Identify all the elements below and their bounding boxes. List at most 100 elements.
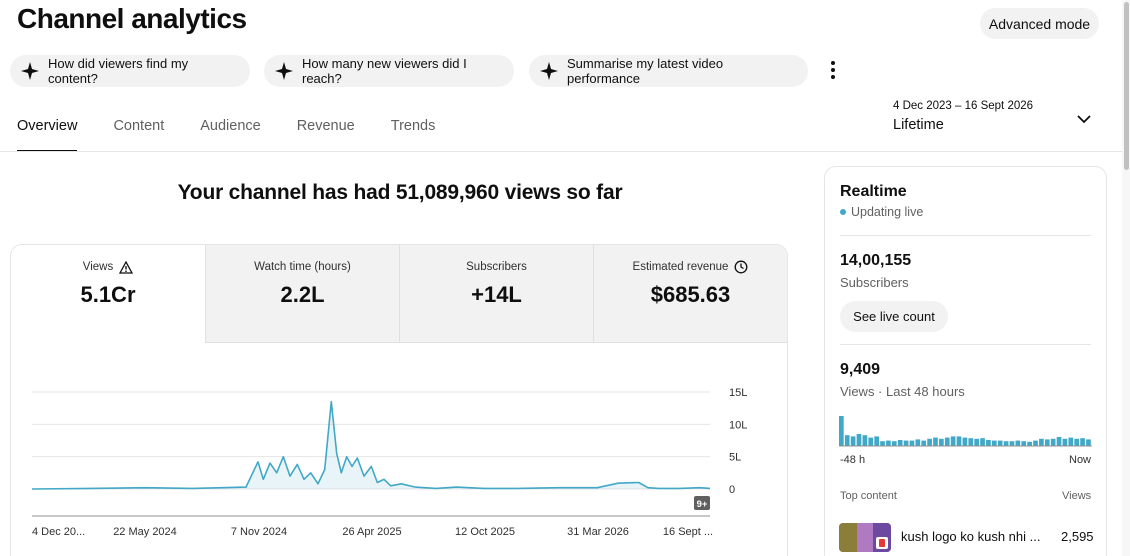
prompt-chip-new-viewers[interactable]: How many new viewers did I reach?: [264, 55, 514, 87]
realtime-bar[interactable]: [997, 440, 1003, 446]
metric-value: 2.2L: [280, 282, 325, 307]
realtime-bar[interactable]: [1021, 441, 1027, 446]
y-tick-label: 10L: [729, 419, 747, 431]
realtime-bar[interactable]: [1080, 438, 1085, 446]
y-tick-label: 0: [729, 484, 735, 496]
date-range-label: Lifetime: [893, 117, 944, 133]
realtime-bar[interactable]: [880, 441, 885, 446]
prompt-chip-summarise[interactable]: Summarise my latest video performance: [529, 55, 808, 87]
advanced-mode-button[interactable]: Advanced mode: [980, 8, 1099, 39]
tab-trends[interactable]: Trends: [390, 118, 436, 134]
realtime-bar[interactable]: [844, 435, 850, 446]
realtime-bar[interactable]: [1062, 438, 1068, 446]
realtime-panel: Realtime Updating live 14,00,155 Subscri…: [824, 166, 1107, 556]
x-tick-label: 12 Oct 2025: [455, 526, 515, 538]
tab-revenue[interactable]: Revenue: [296, 118, 355, 134]
y-tick-label: 15L: [729, 387, 747, 399]
realtime-bar[interactable]: [839, 416, 844, 446]
tab-overview[interactable]: Overview: [17, 118, 78, 152]
date-range-selector[interactable]: 4 Dec 2023 – 16 Sept 2026 Lifetime: [893, 100, 1033, 133]
divider: [840, 344, 1091, 345]
realtime-subscribers-label: Subscribers: [840, 275, 909, 290]
metric-value: 5.1Cr: [80, 282, 136, 307]
prompt-chip-label: How did viewers find my content?: [48, 56, 189, 86]
realtime-bar[interactable]: [986, 440, 991, 446]
top-content-title[interactable]: kush logo ko kush nhi ...: [901, 529, 1041, 544]
realtime-bar[interactable]: [1009, 441, 1015, 446]
tab-content[interactable]: Content: [113, 118, 165, 134]
metric-tab-watch-time[interactable]: Watch time (hours) 2.2L: [205, 245, 399, 343]
realtime-bar[interactable]: [933, 437, 938, 446]
live-status-label: Updating live: [851, 205, 924, 219]
realtime-bar[interactable]: [909, 440, 915, 446]
sparkle-icon: [274, 61, 294, 81]
x-tick-label: 4 Dec 20...: [32, 526, 85, 538]
page-scrollbar[interactable]: [1122, 0, 1130, 556]
realtime-bar[interactable]: [1044, 439, 1050, 446]
top-content-label: Top content: [840, 490, 897, 502]
realtime-bar[interactable]: [1003, 441, 1009, 446]
metric-tab-views[interactable]: Views 5.1Cr: [11, 245, 205, 343]
realtime-bar[interactable]: [1033, 440, 1038, 446]
realtime-axis-start: -48 h: [840, 454, 866, 466]
realtime-bar[interactable]: [850, 436, 856, 446]
divider: [840, 235, 1091, 236]
realtime-bar[interactable]: [891, 441, 897, 446]
annotation-badge[interactable]: 9+: [694, 496, 710, 510]
prompt-chip-label: Summarise my latest video performance: [567, 56, 724, 86]
live-dot-icon: [840, 209, 846, 215]
realtime-bar[interactable]: [1086, 439, 1091, 446]
realtime-bar[interactable]: [903, 440, 909, 446]
realtime-bar[interactable]: [1056, 437, 1062, 446]
realtime-bar[interactable]: [1050, 438, 1056, 446]
realtime-bar[interactable]: [939, 438, 944, 446]
realtime-bar[interactable]: [962, 437, 968, 446]
realtime-bar[interactable]: [1027, 441, 1032, 446]
realtime-bar[interactable]: [915, 439, 921, 446]
more-options-icon[interactable]: [824, 58, 842, 82]
tabs-divider: [0, 151, 1122, 152]
metrics-card: Views 5.1Cr Watch time (hours) 2.2L Subs…: [10, 244, 788, 556]
realtime-bar[interactable]: [1074, 438, 1080, 446]
x-tick-label: 31 Mar 2026: [567, 526, 629, 538]
series-line[interactable]: [31, 400, 711, 490]
analytics-tabs: Overview Content Audience Revenue Trends: [17, 118, 471, 152]
chevron-down-icon[interactable]: [1076, 111, 1092, 127]
live-status: Updating live: [840, 205, 923, 219]
x-tick-label: 7 Nov 2024: [231, 526, 287, 538]
realtime-bar[interactable]: [1015, 440, 1021, 446]
metric-tab-subscribers[interactable]: Subscribers +14L: [399, 245, 593, 343]
realtime-bar[interactable]: [956, 436, 962, 446]
see-live-count-button[interactable]: See live count: [840, 301, 948, 332]
realtime-bar[interactable]: [1068, 437, 1074, 446]
realtime-bar[interactable]: [897, 440, 903, 446]
video-thumbnail[interactable]: [839, 523, 891, 552]
prompt-chip-viewers-find[interactable]: How did viewers find my content?: [10, 55, 250, 87]
x-tick-label: 26 Apr 2025: [342, 526, 401, 538]
realtime-bar[interactable]: [991, 440, 997, 446]
metric-tab-revenue[interactable]: Estimated revenue $685.63: [593, 245, 787, 343]
realtime-bar[interactable]: [868, 437, 874, 446]
realtime-bar[interactable]: [968, 438, 974, 446]
realtime-bar[interactable]: [856, 434, 862, 446]
top-content-views: 2,595: [1061, 529, 1094, 544]
views-chart[interactable]: 15L 10L 5L 0 4 Dec 20... 22 May 2024 7 Nov 202…: [10, 370, 788, 556]
realtime-views-chart[interactable]: [839, 413, 1092, 447]
realtime-bar[interactable]: [950, 436, 956, 446]
realtime-views-label: Views · Last 48 hours: [840, 384, 965, 399]
realtime-bar[interactable]: [944, 437, 950, 446]
tab-audience[interactable]: Audience: [200, 118, 261, 134]
realtime-bar[interactable]: [862, 435, 868, 446]
realtime-bar[interactable]: [874, 436, 879, 446]
scrollbar-thumb[interactable]: [1124, 2, 1129, 170]
realtime-bar[interactable]: [1039, 438, 1044, 446]
top-content-views-label: Views: [1062, 490, 1092, 502]
realtime-bar[interactable]: [980, 438, 985, 446]
metric-value: $685.63: [650, 282, 731, 307]
realtime-bar[interactable]: [886, 440, 891, 446]
metric-label: Views: [82, 261, 114, 273]
realtime-bar[interactable]: [927, 438, 932, 446]
realtime-bar[interactable]: [921, 440, 927, 446]
realtime-bar[interactable]: [974, 438, 980, 446]
prompt-chip-label: How many new viewers did I reach?: [302, 56, 467, 86]
